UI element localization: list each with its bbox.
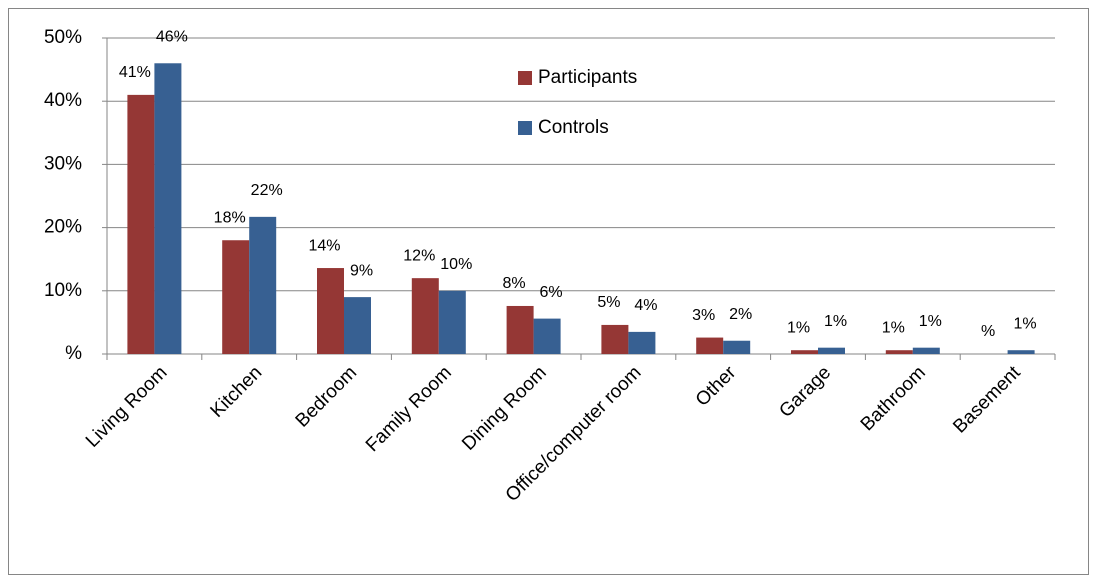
bar <box>696 337 724 354</box>
legend-swatch <box>518 121 532 135</box>
y-tick-label: 50% <box>44 27 82 48</box>
y-tick-label: 20% <box>44 217 82 238</box>
value-label: % <box>981 323 995 340</box>
bar <box>317 268 344 354</box>
legend-label: Controls <box>538 117 609 138</box>
value-label: 41% <box>119 64 151 81</box>
bar <box>344 297 371 354</box>
bar <box>818 347 845 354</box>
legend-label: Participants <box>538 67 637 88</box>
value-label: 1% <box>882 319 905 336</box>
bar <box>438 290 466 354</box>
value-label: 1% <box>1014 315 1037 332</box>
value-label: 6% <box>540 284 563 301</box>
bar <box>628 331 656 354</box>
value-label: 1% <box>824 313 847 330</box>
value-label: 1% <box>787 319 810 336</box>
value-label: 18% <box>214 209 246 226</box>
bar <box>411 278 439 354</box>
legend-swatch <box>518 71 532 85</box>
value-label: 4% <box>634 297 657 314</box>
bar <box>601 324 629 354</box>
chart-border <box>8 8 1089 575</box>
value-label: 10% <box>440 256 472 273</box>
bar <box>249 216 277 354</box>
y-tick-label: 10% <box>44 280 82 301</box>
value-label: 3% <box>692 307 715 324</box>
bar <box>154 63 182 354</box>
bar <box>127 94 155 354</box>
value-label: 22% <box>251 182 283 199</box>
value-label: 12% <box>403 247 435 264</box>
bar <box>885 350 913 354</box>
bar <box>723 340 751 354</box>
value-label: 5% <box>597 294 620 311</box>
y-tick-label: % <box>65 343 82 364</box>
value-label: 8% <box>503 275 526 292</box>
value-label: 9% <box>350 262 373 279</box>
bar <box>222 240 250 354</box>
bar <box>912 347 940 354</box>
value-label: 2% <box>729 306 752 323</box>
bar <box>1007 350 1035 354</box>
value-label: 14% <box>308 237 340 254</box>
bar <box>506 305 534 354</box>
value-label: 1% <box>919 313 942 330</box>
y-tick-label: 30% <box>44 153 82 174</box>
bar <box>533 318 561 354</box>
value-label: 46% <box>156 28 188 45</box>
y-tick-label: 40% <box>44 90 82 111</box>
bar <box>791 350 818 354</box>
